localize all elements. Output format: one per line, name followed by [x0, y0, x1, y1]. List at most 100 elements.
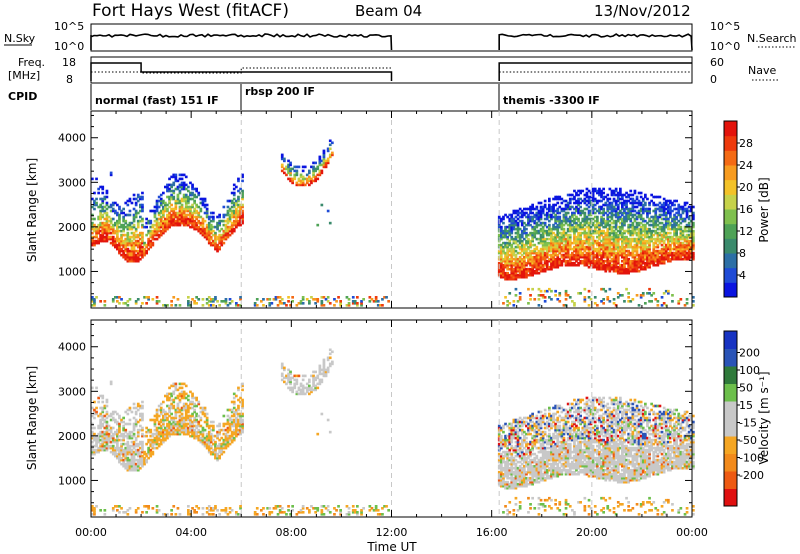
scatter-cell [635, 239, 639, 243]
scatter-cell [606, 203, 610, 207]
scatter-cell [689, 231, 693, 235]
scatter-cell [193, 509, 196, 512]
scatter-cell [214, 235, 217, 239]
scatter-cell [285, 173, 288, 177]
scatter-cell [134, 201, 138, 205]
scatter-cell [687, 255, 691, 259]
scatter-cell [184, 412, 188, 416]
scatter-cell [581, 251, 585, 255]
scatter-cell [520, 271, 524, 275]
scatter-cell [101, 225, 105, 229]
scatter-cell [623, 221, 626, 225]
scatter-cell [516, 257, 520, 261]
scatter-cell [650, 219, 653, 223]
scatter-cell [606, 233, 610, 237]
scatter-cell [650, 300, 653, 303]
scatter-cell [155, 221, 159, 225]
scatter-cell [299, 175, 303, 179]
scatter-cell [685, 211, 689, 215]
scatter-cell [579, 221, 582, 225]
scatter-cell [191, 191, 194, 195]
scatter-cell [91, 426, 94, 430]
scatter-cell [107, 428, 111, 432]
scatter-cell [631, 199, 635, 203]
scatter-cell [136, 298, 140, 301]
scatter-cell [187, 428, 190, 432]
scatter-cell [514, 239, 518, 243]
scatter-cell [577, 203, 580, 207]
scatter-cell [531, 219, 534, 223]
scatter-cell [556, 211, 560, 215]
scatter-cell [120, 418, 123, 422]
scatter-cell [545, 267, 549, 271]
scatter-cell [201, 219, 205, 223]
scatter-cell [155, 440, 159, 444]
scatter-cell [157, 444, 161, 448]
scatter-cell [535, 225, 539, 229]
scatter-cell [531, 265, 534, 269]
scatter-cell [187, 189, 190, 193]
scatter-cell [598, 247, 601, 251]
scatter-cell [610, 213, 614, 217]
scatter-cell [93, 412, 96, 416]
scatter-cell [166, 213, 169, 217]
scatter-cell [241, 215, 244, 219]
scatter-cell [552, 255, 555, 259]
scatter-cell [101, 231, 105, 235]
scatter-cell [107, 229, 111, 233]
scatter-cell [143, 462, 146, 466]
scatter-cell [648, 209, 651, 213]
scatter-cell [652, 292, 656, 295]
scatter-cell [598, 221, 601, 225]
scatter-cell [134, 211, 138, 215]
scatter-cell [174, 416, 178, 420]
scatter-cell [535, 211, 539, 215]
scatter-cell [621, 259, 624, 263]
scatter-cell [566, 203, 570, 207]
scatter-cell [351, 296, 355, 299]
scatter-cell [545, 237, 549, 241]
scatter-cell [533, 247, 537, 251]
scatter-cell [589, 237, 593, 241]
scatter-cell [191, 432, 194, 436]
scatter-cell [541, 251, 545, 255]
scatter-cell [606, 199, 610, 203]
scatter-cell [500, 249, 503, 253]
scatter-cell [191, 430, 194, 434]
scatter-cell [610, 215, 614, 219]
scatter-cell [128, 227, 132, 231]
scatter-cell [497, 269, 501, 273]
scatter-cell [583, 247, 587, 251]
scatter-cell [598, 249, 601, 253]
scatter-cell [608, 245, 612, 249]
scatter-cell [656, 217, 660, 221]
scatter-cell [172, 173, 176, 177]
scatter-cell [128, 249, 132, 253]
scatter-cell [593, 215, 597, 219]
scatter-cell [201, 426, 205, 430]
scatter-cell [320, 296, 324, 299]
scatter-cell [193, 201, 196, 205]
scatter-cell [109, 171, 113, 175]
scatter-cell [136, 245, 140, 249]
scatter-cell [556, 263, 560, 267]
scatter-cell [612, 298, 616, 301]
scatter-cell [170, 207, 173, 211]
scatter-cell [639, 229, 643, 233]
scatter-cell [606, 207, 610, 211]
scatter-cell [159, 199, 163, 203]
scatter-cell [550, 255, 553, 259]
scatter-cell [130, 227, 134, 231]
scatter-cell [130, 231, 134, 235]
scatter-cell [692, 241, 695, 245]
scatter-cell [132, 247, 136, 251]
scatter-cell [525, 267, 528, 271]
scatter-cell [228, 213, 232, 217]
scatter-cell [105, 207, 109, 211]
scatter-cell [224, 219, 228, 223]
scatter-cell [237, 209, 240, 213]
scatter-cell [130, 255, 134, 259]
scatter-cell [109, 418, 113, 422]
scatter-cell [116, 456, 119, 460]
scatter-cell [598, 267, 601, 271]
